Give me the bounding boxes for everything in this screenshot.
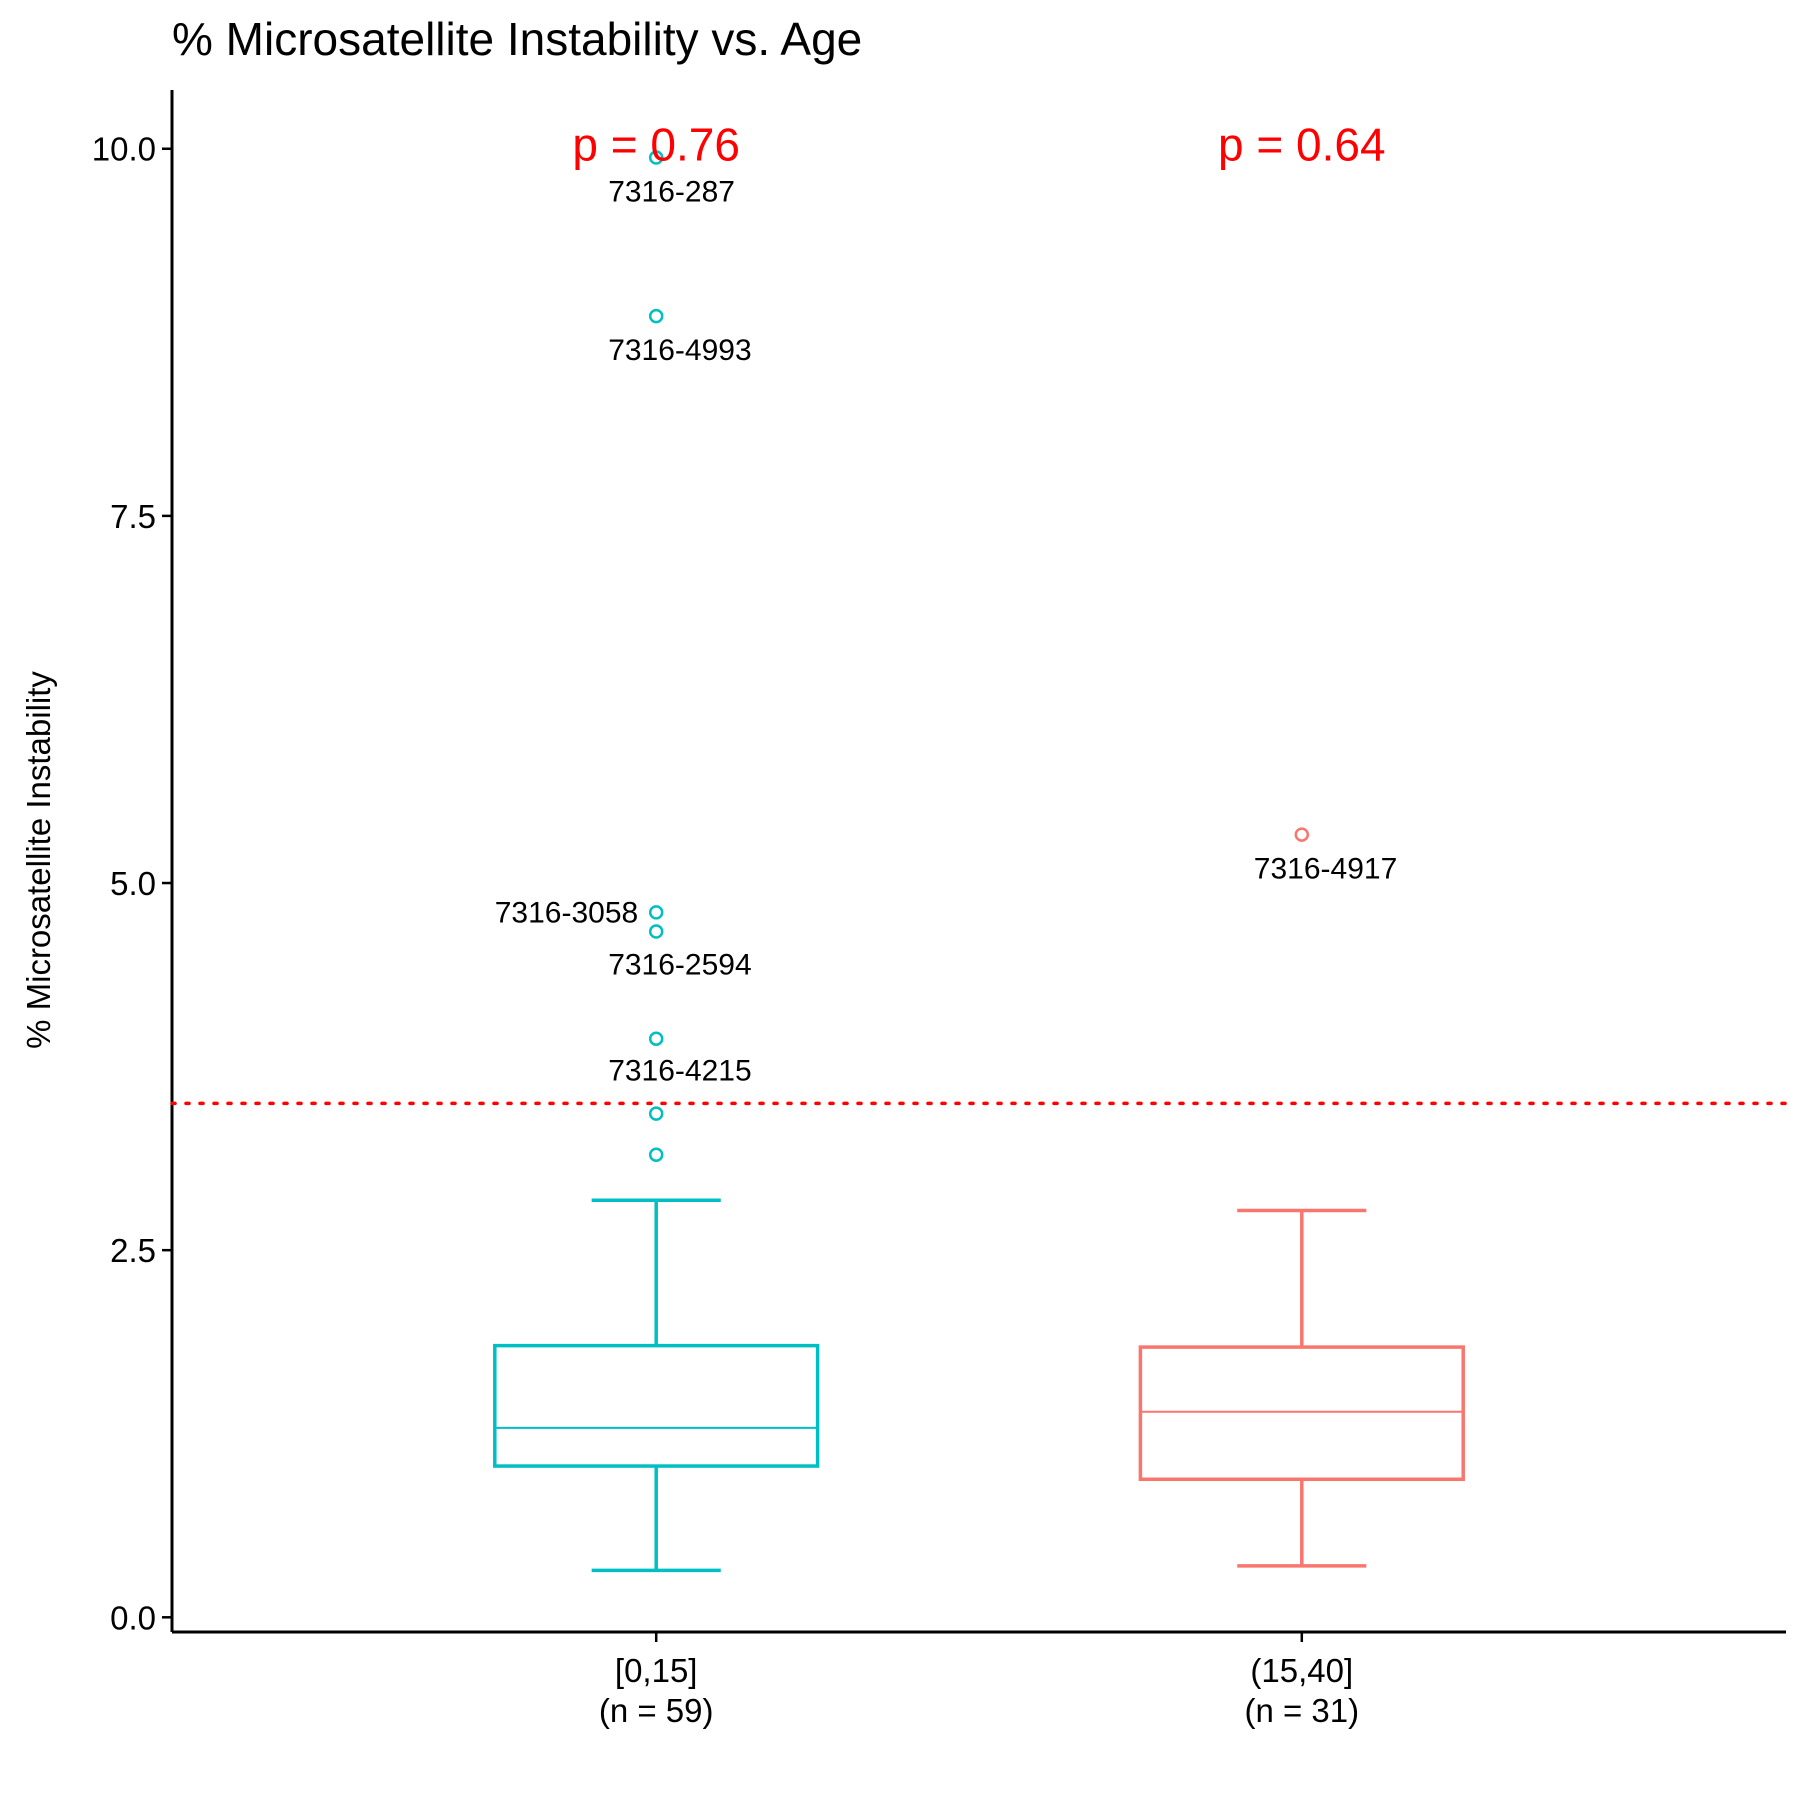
annotations: p = 0.76 p = 0.64 xyxy=(572,119,1385,171)
outlier-point xyxy=(648,924,664,939)
y-tick-label: 10.0 xyxy=(92,131,156,168)
axes: 0.0 2.5 5.0 7.5 10.0 [0,15](n = 59) (15,40](n … xyxy=(92,90,1786,1729)
outlier-label: 7316-2594 xyxy=(608,948,751,981)
x-tick-count-label: (n = 59) xyxy=(599,1692,714,1729)
outlier-label: 7316-4215 xyxy=(608,1055,751,1088)
box xyxy=(1138,1345,1465,1482)
outlier-point xyxy=(648,1031,664,1046)
outlier-label: 7316-287 xyxy=(608,176,735,209)
y-axis-label: % Microsatellite Instability xyxy=(20,671,57,1049)
outlier-label: 7316-3058 xyxy=(495,896,638,929)
outlier-label: 7316-4917 xyxy=(1254,853,1397,886)
y-tick-label: 0.0 xyxy=(110,1599,156,1636)
y-tick-label: 5.0 xyxy=(110,865,156,902)
x-tick-count-label: (n = 31) xyxy=(1244,1692,1359,1729)
x-tick-label: [0,15] xyxy=(615,1652,698,1689)
p-value-label: p = 0.76 xyxy=(572,119,740,171)
box-group xyxy=(493,1198,820,1573)
outlier-point xyxy=(648,905,664,920)
boxes xyxy=(493,1198,1465,1573)
outlier-point xyxy=(648,1147,664,1162)
chart-title: % Microsatellite Instability vs. Age xyxy=(172,13,862,65)
outlier-point xyxy=(648,150,664,165)
outlier-point xyxy=(1294,827,1310,842)
x-tick-label: (15,40] xyxy=(1250,1652,1353,1689)
outlier-label: 7316-4993 xyxy=(608,334,751,367)
outlier-point xyxy=(648,308,664,324)
p-value-label: p = 0.64 xyxy=(1218,119,1386,171)
y-tick-label: 2.5 xyxy=(110,1232,156,1269)
box xyxy=(493,1343,820,1468)
outlier-points: 7316-287 7316-4993 7316-3058 7316-2594 7316-… xyxy=(495,150,1397,1162)
outlier-point xyxy=(648,1106,664,1121)
box-group xyxy=(1138,1208,1465,1568)
y-tick-label: 7.5 xyxy=(110,498,156,535)
